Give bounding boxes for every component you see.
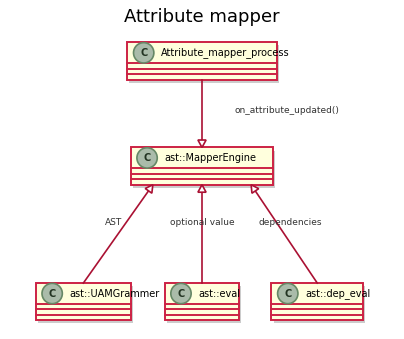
Text: C: C: [177, 288, 185, 299]
Bar: [129, 45, 279, 83]
Polygon shape: [145, 185, 153, 193]
Bar: [127, 42, 277, 80]
Text: ast::eval: ast::eval: [199, 288, 241, 299]
Bar: [167, 286, 241, 323]
Text: ast::UAMGrammer: ast::UAMGrammer: [70, 288, 160, 299]
Bar: [133, 151, 275, 188]
Circle shape: [42, 283, 62, 304]
Bar: [36, 283, 131, 320]
Text: AST: AST: [105, 218, 122, 226]
Polygon shape: [251, 185, 259, 193]
Text: on_attribute_updated(): on_attribute_updated(): [234, 106, 339, 115]
Bar: [38, 286, 133, 323]
Text: Attribute mapper: Attribute mapper: [124, 8, 280, 26]
Text: C: C: [48, 288, 56, 299]
Circle shape: [137, 148, 157, 168]
Circle shape: [134, 43, 154, 63]
Bar: [131, 147, 273, 185]
Circle shape: [278, 283, 298, 304]
Bar: [165, 283, 239, 320]
Text: Attribute_mapper_process: Attribute_mapper_process: [161, 47, 290, 58]
Text: C: C: [140, 48, 147, 58]
Polygon shape: [198, 140, 206, 147]
Bar: [274, 286, 365, 323]
Text: C: C: [143, 153, 151, 163]
Polygon shape: [198, 185, 206, 192]
Text: dependencies: dependencies: [259, 218, 322, 226]
Text: optional value: optional value: [170, 218, 234, 226]
Text: ast::MapperEngine: ast::MapperEngine: [165, 153, 257, 163]
Text: ast::dep_eval: ast::dep_eval: [305, 288, 370, 299]
Bar: [271, 283, 363, 320]
Text: C: C: [284, 288, 291, 299]
Circle shape: [171, 283, 191, 304]
